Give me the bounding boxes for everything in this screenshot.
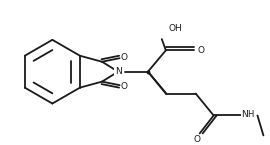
Text: N: N <box>241 110 248 119</box>
Text: OH: OH <box>169 24 183 33</box>
Text: O: O <box>197 46 204 55</box>
Text: N: N <box>115 67 122 76</box>
Text: O: O <box>193 135 200 144</box>
Text: O: O <box>121 53 128 62</box>
Text: O: O <box>121 82 128 91</box>
Text: H: H <box>247 110 254 119</box>
